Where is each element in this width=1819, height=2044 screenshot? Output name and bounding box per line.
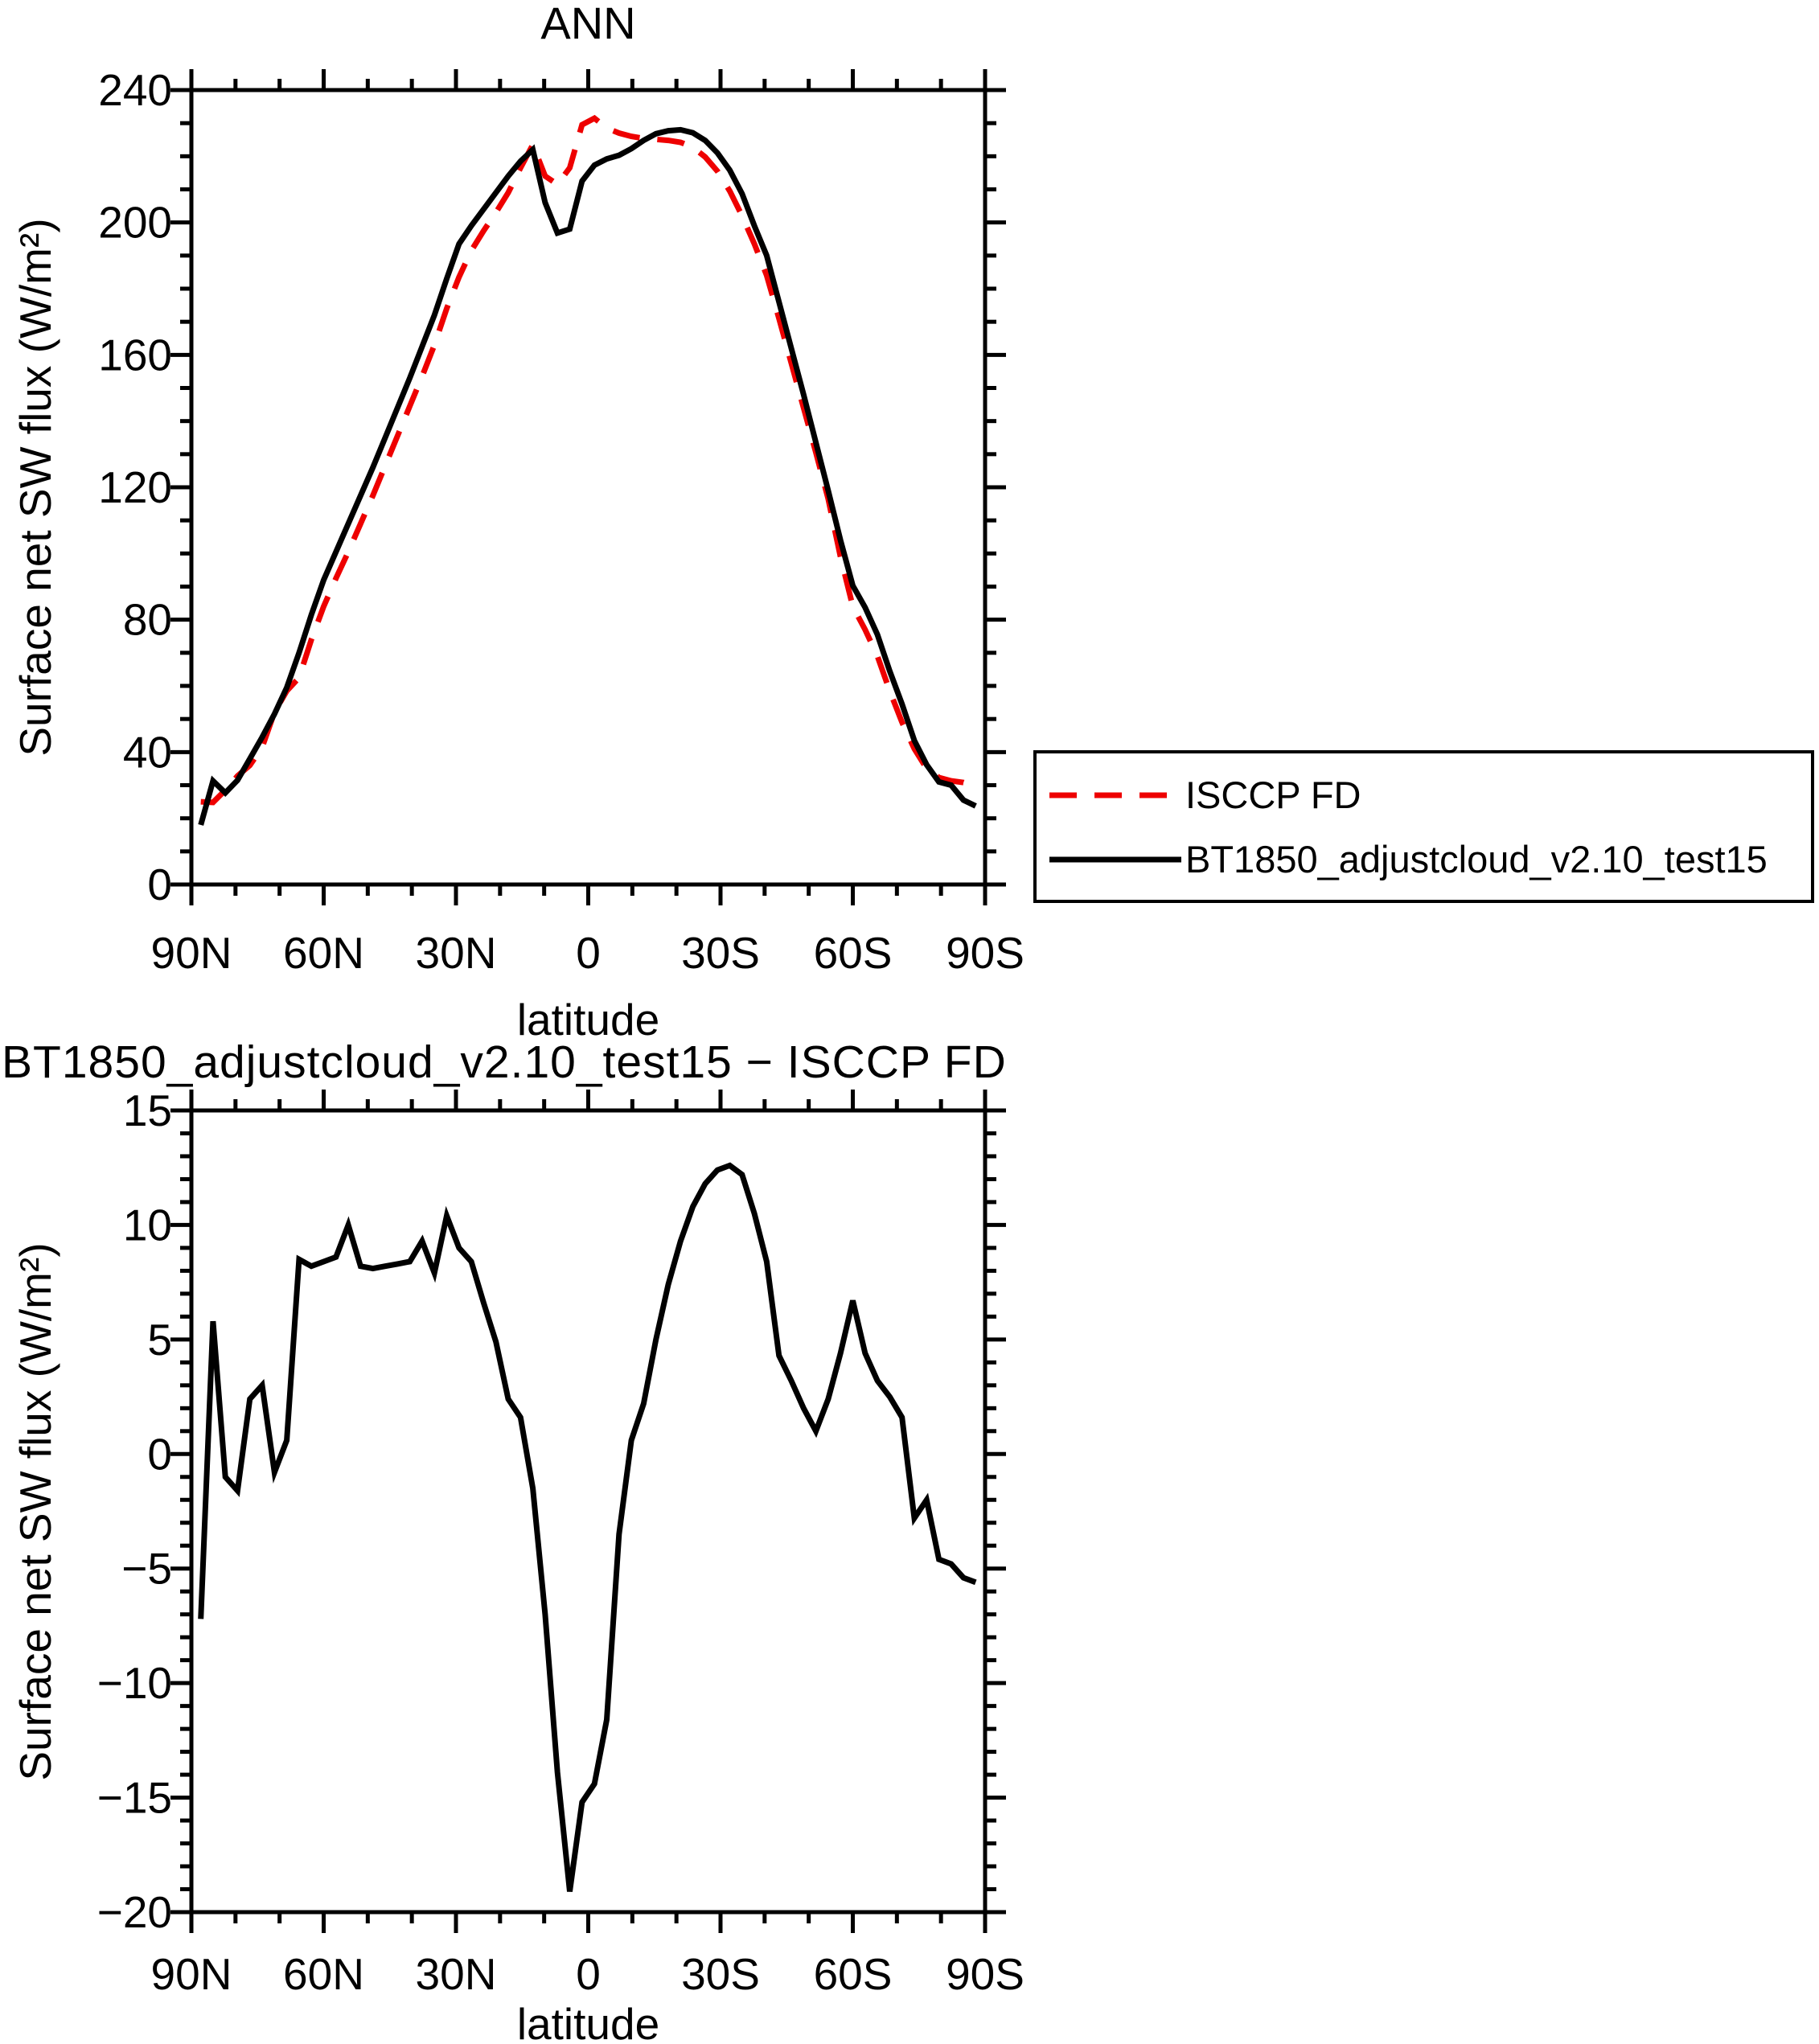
y-tick-label: 120	[98, 462, 172, 512]
x-tick-label: 0	[576, 1949, 601, 1999]
legend-label-isccp-fd: ISCCP FD	[1185, 774, 1361, 816]
x-tick-label: 60S	[814, 1949, 893, 1999]
y-tick-label: 80	[123, 595, 172, 645]
x-tick-label: 60N	[283, 928, 364, 978]
series-isccp-fd	[200, 114, 977, 806]
series-difference	[198, 1162, 977, 1892]
series-bt1850	[198, 126, 977, 826]
y-tick-label: 200	[98, 198, 172, 248]
legend-line-bt1850-icon	[1049, 856, 1181, 862]
x-tick-label: 60N	[283, 1949, 364, 1999]
legend-label-bt1850: BT1850_adjustcloud_v2.10_test15	[1185, 838, 1768, 880]
x-tick-label: 30S	[681, 928, 760, 978]
y-tick-label: 40	[123, 727, 172, 777]
y-tick-label: 0	[147, 860, 172, 909]
x-ticks: 90N 60N 30N 0 30S 60S 90S	[151, 1090, 1024, 1999]
top-y-axis-title: Surface net SW flux (W/m²)	[10, 218, 60, 757]
bottom-y-axis-title: Surface net SW flux (W/m²)	[10, 1242, 60, 1781]
x-tick-label: 90S	[946, 1949, 1024, 1999]
top-chart-title: ANN	[540, 0, 636, 48]
y-tick-label: −10	[97, 1658, 172, 1708]
x-tick-label: 90N	[151, 928, 232, 978]
top-x-axis-title: latitude	[516, 995, 660, 1045]
x-tick-label: 60S	[814, 928, 893, 978]
legend-item-bt1850: BT1850_adjustcloud_v2.10_test15	[1048, 837, 1768, 881]
y-tick-label: 240	[98, 65, 172, 115]
x-tick-label: 30N	[416, 928, 497, 978]
x-tick-label: 90N	[151, 1949, 232, 1999]
y-ticks: 0 40 80 120 160 200 240	[98, 65, 1006, 909]
y-ticks: −20 −15 −10 −5 0 5 10 15	[97, 1086, 1006, 1937]
legend-line-isccp-icon	[1049, 792, 1181, 798]
x-tick-label: 30N	[416, 1949, 497, 1999]
x-tick-label: 90S	[946, 928, 1024, 978]
y-tick-label: −5	[121, 1544, 172, 1594]
y-tick-label: −15	[97, 1773, 172, 1823]
legend: ISCCP FD BT1850_adjustcloud_v2.10_test15	[1033, 750, 1814, 903]
y-tick-label: 5	[147, 1315, 172, 1365]
panel-top: 90N 60N 30N 0 30S 60S 90S 0 40 80 120 160 200 240	[98, 65, 1024, 978]
x-tick-label: 30S	[681, 1949, 760, 1999]
x-tick-label: 0	[576, 928, 601, 978]
y-tick-label: 160	[98, 330, 172, 380]
y-tick-label: 10	[123, 1200, 172, 1250]
y-tick-label: −20	[97, 1887, 172, 1937]
panel-bottom: 90N 60N 30N 0 30S 60S 90S −20 −15 −10 −5 0 5 10 15	[97, 1086, 1024, 1999]
bottom-x-axis-title: latitude	[516, 1999, 660, 2044]
y-tick-label: 15	[123, 1086, 172, 1135]
legend-item-isccp-fd: ISCCP FD	[1048, 773, 1361, 817]
y-tick-label: 0	[147, 1429, 172, 1479]
axes-frame	[189, 88, 988, 887]
x-ticks: 90N 60N 30N 0 30S 60S 90S	[151, 69, 1024, 978]
bottom-chart-title: BT1850_adjustcloud_v2.10_test15 − ISCCP …	[2, 1036, 1007, 1088]
